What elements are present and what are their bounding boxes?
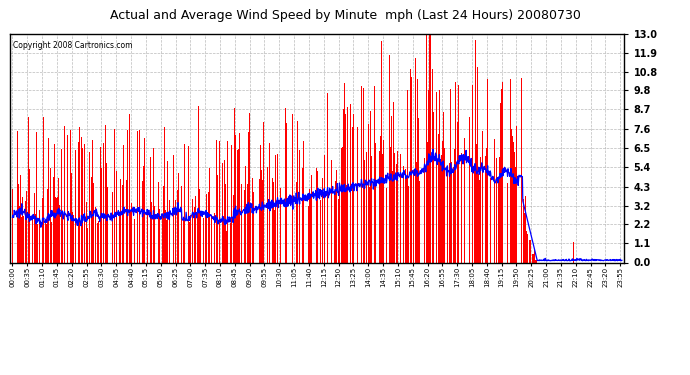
Text: Copyright 2008 Cartronics.com: Copyright 2008 Cartronics.com [13,40,133,50]
Text: Actual and Average Wind Speed by Minute  mph (Last 24 Hours) 20080730: Actual and Average Wind Speed by Minute … [110,9,580,22]
